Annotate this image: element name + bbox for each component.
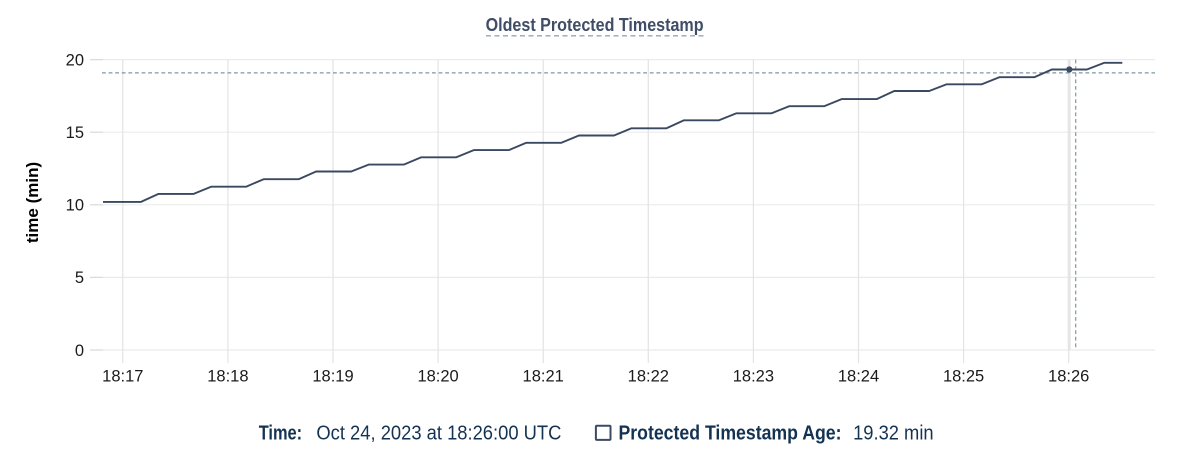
svg-text:Protected Timestamp Age:: Protected Timestamp Age: — [619, 423, 842, 445]
svg-text:18:21: 18:21 — [523, 368, 564, 386]
svg-text:0: 0 — [75, 342, 84, 360]
svg-text:18:23: 18:23 — [733, 368, 774, 386]
svg-text:18:22: 18:22 — [628, 368, 669, 386]
svg-text:Oldest Protected Timestamp: Oldest Protected Timestamp — [486, 15, 704, 35]
svg-text:20: 20 — [66, 51, 84, 69]
svg-text:19.32 min: 19.32 min — [853, 423, 934, 445]
svg-text:18:19: 18:19 — [312, 368, 353, 386]
svg-text:18:20: 18:20 — [417, 368, 458, 386]
svg-text:18:24: 18:24 — [838, 368, 879, 386]
svg-text:Oct 24, 2023 at 18:26:00 UTC: Oct 24, 2023 at 18:26:00 UTC — [316, 423, 561, 445]
svg-text:18:26: 18:26 — [1048, 368, 1089, 386]
svg-text:10: 10 — [66, 197, 84, 215]
svg-text:Time:: Time: — [259, 423, 302, 445]
svg-text:18:18: 18:18 — [207, 368, 248, 386]
svg-text:5: 5 — [75, 269, 84, 287]
svg-text:15: 15 — [66, 124, 84, 142]
svg-text:time (min): time (min) — [23, 162, 42, 243]
svg-text:18:25: 18:25 — [943, 368, 984, 386]
svg-text:18:17: 18:17 — [102, 368, 143, 386]
